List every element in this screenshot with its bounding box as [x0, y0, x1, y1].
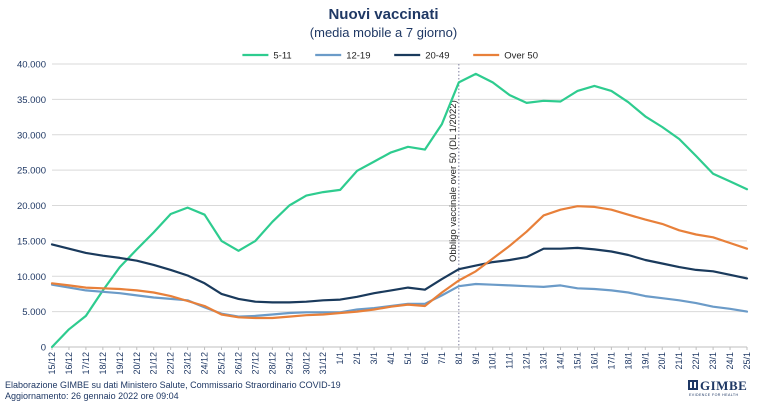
x-tick-label: 21/12 [149, 352, 159, 375]
x-tick-label: 6/1 [420, 352, 430, 365]
gimbe-logo: GIMBE EVIDENCE FOR HEALTH [688, 378, 758, 402]
x-tick-label: 28/12 [267, 352, 277, 375]
x-tick-label: 26/12 [233, 352, 243, 375]
x-tick-label: 8/1 [454, 352, 464, 365]
x-tick-label: 22/12 [166, 352, 176, 375]
logo-wordmark: GIMBE [700, 378, 747, 394]
x-tick-label: 19/1 [640, 352, 650, 370]
legend-label: 12-19 [346, 51, 370, 62]
y-tick-label: 35.000 [17, 95, 46, 106]
y-tick-label: 30.000 [17, 130, 46, 141]
y-tick-label: 10.000 [17, 272, 46, 283]
x-tick-label: 3/1 [369, 352, 379, 365]
x-tick-label: 5/1 [403, 352, 413, 365]
x-tick-label: 23/1 [708, 352, 718, 370]
y-tick-label: 40.000 [17, 60, 46, 71]
x-tick-label: 17/12 [81, 352, 91, 375]
x-tick-label: 18/12 [98, 352, 108, 375]
source-note: Elaborazione GIMBE su dati Ministero Sal… [5, 380, 341, 391]
y-tick-label: 25.000 [17, 166, 46, 177]
x-tick-label: 27/12 [250, 352, 260, 375]
x-tick-label: 25/12 [217, 352, 227, 375]
legend-label: Over 50 [504, 51, 538, 62]
x-tick-label: 15/12 [47, 352, 57, 375]
x-tick-label: 22/1 [691, 352, 701, 370]
series-line-over-50 [52, 206, 747, 318]
x-tick-label: 31/12 [318, 352, 328, 375]
x-tick-label: 2/1 [352, 352, 362, 365]
y-tick-label: 0 [41, 343, 46, 354]
x-tick-label: 15/1 [572, 352, 582, 370]
y-tick-label: 15.000 [17, 236, 46, 247]
x-tick-label: 20/1 [657, 352, 667, 370]
x-tick-label: 24/12 [200, 352, 210, 375]
gimbe-mark-icon [688, 380, 698, 390]
x-tick-label: 16/1 [589, 352, 599, 370]
legend-label: 20-49 [425, 51, 449, 62]
y-tick-label: 20.000 [17, 201, 46, 212]
logo-tagline: EVIDENCE FOR HEALTH [689, 393, 738, 397]
x-tick-label: 20/12 [132, 352, 142, 375]
x-tick-label: 12/1 [522, 352, 532, 370]
x-tick-label: 29/12 [284, 352, 294, 375]
legend-label: 5-11 [273, 51, 291, 62]
x-tick-label: 23/12 [183, 352, 193, 375]
x-tick-label: 18/1 [623, 352, 633, 370]
x-tick-label: 25/1 [742, 352, 752, 370]
update-note: Aggiornamento: 26 gennaio 2022 ore 09:04 [5, 391, 341, 402]
x-tick-label: 21/1 [674, 352, 684, 370]
x-tick-label: 16/12 [64, 352, 74, 375]
x-tick-label: 13/1 [539, 352, 549, 370]
x-tick-label: 17/1 [606, 352, 616, 370]
y-tick-label: 5.000 [22, 307, 46, 318]
x-tick-label: 24/1 [725, 352, 735, 370]
x-tick-label: 30/12 [301, 352, 311, 375]
x-tick-label: 19/12 [115, 352, 125, 375]
annotation-label: Obbligo vaccinale over 50 (DL 1/2022) [448, 100, 459, 262]
x-tick-label: 7/1 [437, 352, 447, 365]
footer: Elaborazione GIMBE su dati Ministero Sal… [5, 380, 341, 402]
x-tick-label: 11/1 [505, 352, 515, 369]
x-tick-label: 4/1 [386, 352, 396, 365]
x-tick-label: 14/1 [556, 352, 566, 370]
x-tick-label: 1/1 [335, 352, 345, 365]
x-tick-label: 9/1 [471, 352, 481, 365]
x-tick-label: 10/1 [488, 352, 498, 370]
